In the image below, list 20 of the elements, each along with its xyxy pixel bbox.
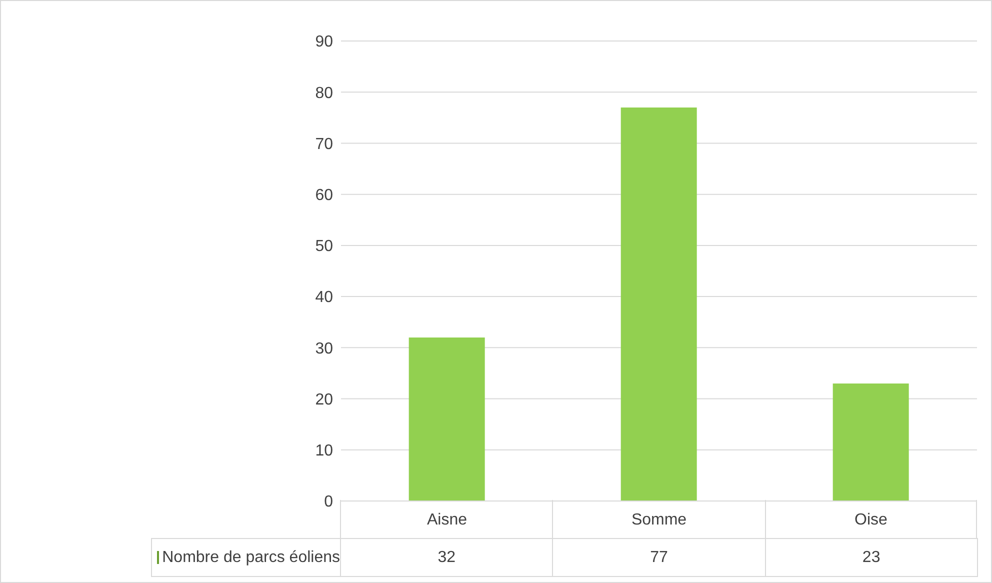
data-label: 23 [764, 538, 978, 577]
x-tick-label: Aisne [426, 511, 468, 528]
y-tick-label: 0 [324, 494, 334, 511]
bar [832, 383, 909, 501]
bar [620, 107, 697, 501]
y-tick-label: 10 [315, 442, 334, 460]
y-tick-label: 80 [315, 84, 334, 102]
data-label: 32 [340, 538, 554, 577]
x-tick-label: Somme [631, 511, 687, 528]
y-tick-label: 30 [315, 340, 334, 358]
bar [408, 337, 485, 501]
x-tick-label: Oise [854, 511, 888, 528]
y-tick-label: 60 [315, 187, 334, 204]
y-tick-label: 90 [315, 34, 334, 51]
y-tick-label: 70 [315, 136, 334, 153]
data-label: 77 [552, 538, 766, 577]
y-tick-label: 50 [315, 238, 334, 256]
legend-label: Nombre de parcs éoliens [162, 548, 340, 566]
y-tick-label: 20 [315, 391, 334, 408]
y-tick-label: 40 [315, 289, 334, 306]
